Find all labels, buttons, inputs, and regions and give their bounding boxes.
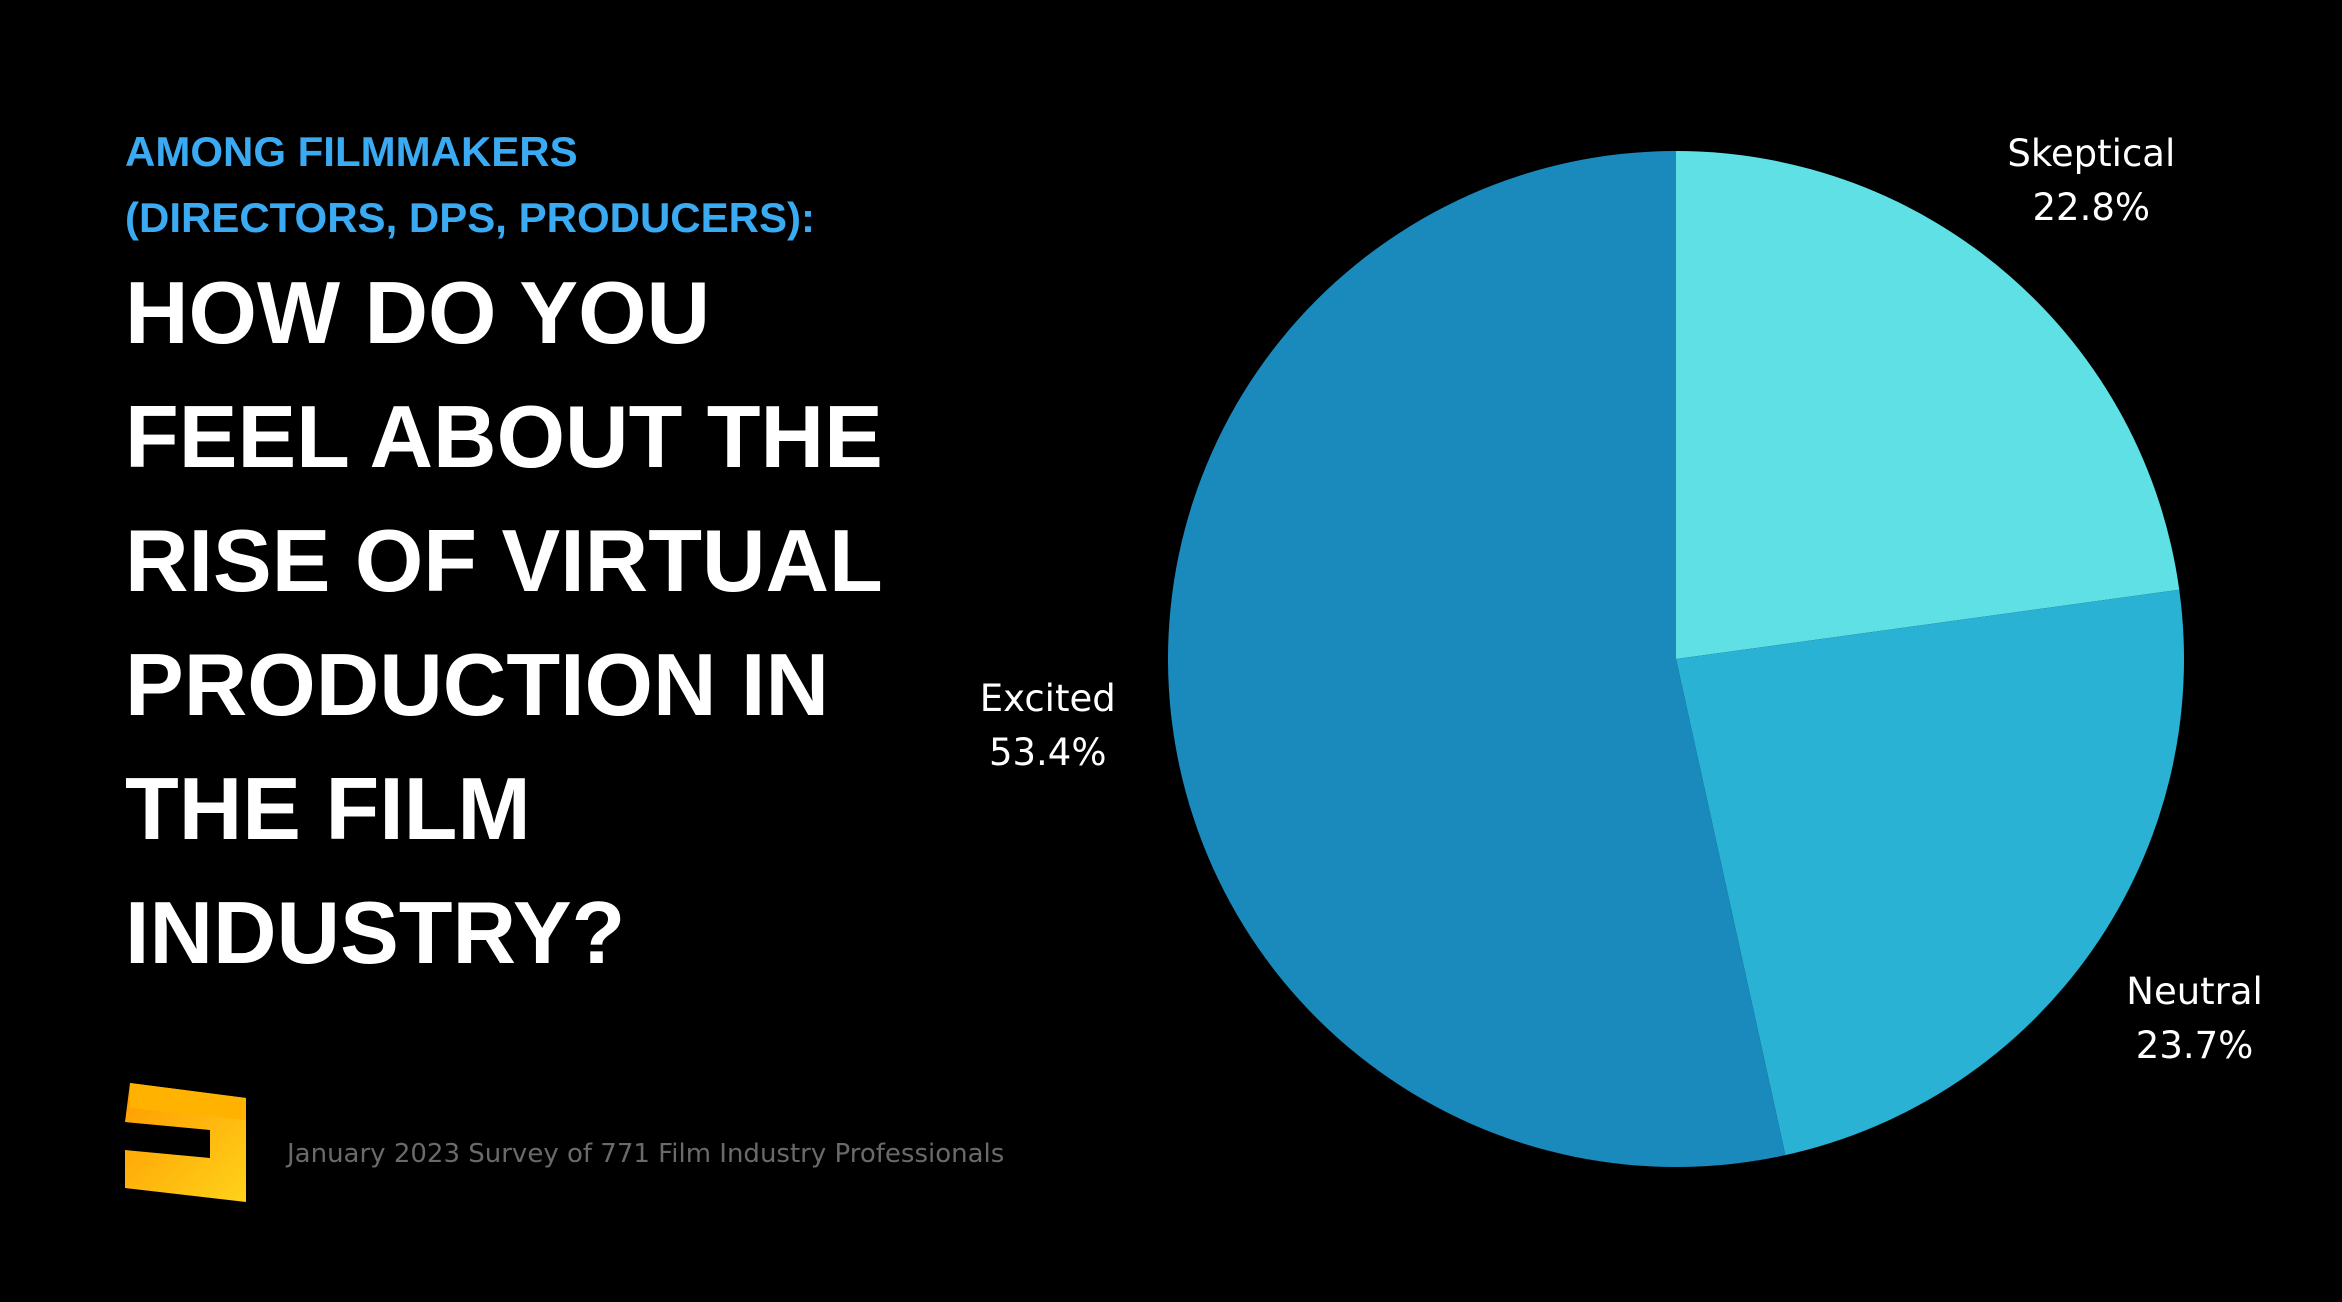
title: RISE OF VIRTUAL [125,511,883,610]
value-label: 22.8% [2033,186,2151,229]
title: THE FILM [125,759,531,858]
title: INDUSTRY? [125,883,625,982]
slice-label: Neutral [2126,970,2263,1013]
value-label: 53.4% [989,731,1107,774]
title: HOW DO YOU [125,263,710,362]
slice-label: Skeptical [2007,132,2175,175]
value-label: 23.7% [2136,1024,2254,1067]
slice-label: Excited [980,677,1116,720]
title: FEEL ABOUT THE [125,387,883,486]
subtitle: (DIRECTORS, DPS, PRODUCERS): [125,194,815,241]
footnote: January 2023 Survey of 771 Film Industry… [285,1139,1004,1169]
pie-slice [1167,151,1786,1167]
logo [125,1083,246,1202]
subtitle: AMONG FILMMAKERS [125,128,578,175]
pie-slice [1676,151,2180,659]
pie-slice [1676,589,2184,1156]
title: PRODUCTION IN [125,635,829,734]
